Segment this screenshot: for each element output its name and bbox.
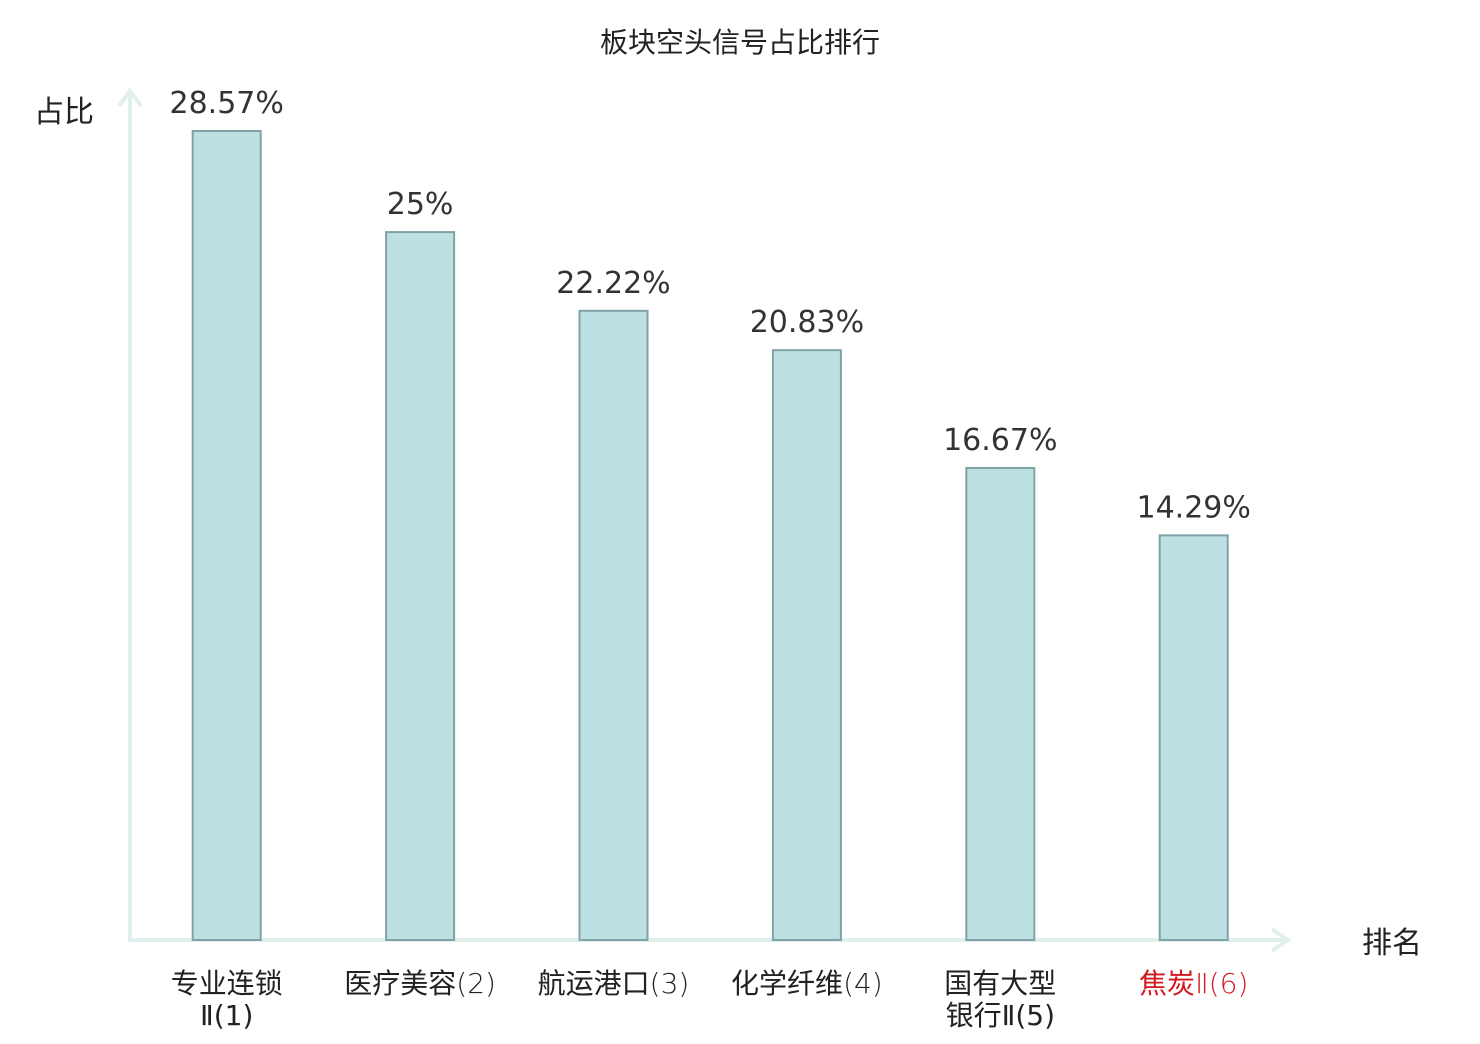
x-tick-label: 焦炭Ⅱ(6) — [1139, 967, 1248, 1000]
x-tick-label: 航运港口(3) — [538, 967, 690, 1000]
x-axis-arrow — [1270, 927, 1292, 953]
bar — [385, 231, 456, 941]
bar-value-label: 25% — [387, 187, 454, 222]
bar-value-label: 22.22% — [556, 266, 670, 301]
x-tick-label: 专业连锁 — [171, 967, 283, 1000]
x-tick-label-line2: Ⅱ(1) — [200, 999, 253, 1032]
x-tick-label: 国有大型 — [944, 967, 1056, 1000]
y-axis-label: 占比 — [34, 95, 94, 130]
bar — [1158, 534, 1229, 941]
bar-value-label: 14.29% — [1137, 490, 1251, 525]
bar-value-label: 28.57% — [170, 86, 284, 121]
x-tick-label: 化学纤维(4) — [731, 967, 883, 1000]
bar — [578, 309, 649, 941]
bar — [771, 349, 842, 941]
x-tick-label: 医疗美容(2) — [344, 967, 496, 1000]
bar — [965, 466, 1036, 941]
bar-value-label: 16.67% — [943, 423, 1057, 458]
axes: 占比 排名 — [34, 87, 1422, 961]
chart-title: 板块空头信号占比排行 — [600, 26, 880, 59]
bars-group — [191, 130, 1229, 941]
x-tick-label-line2: 银行Ⅱ(5) — [946, 999, 1055, 1032]
bar — [191, 130, 262, 941]
x-axis-label: 排名 — [1362, 926, 1422, 961]
bar-value-label: 20.83% — [750, 305, 864, 340]
value-labels-group: 28.57% 25% 22.22% 20.83% 16.67% 14.29% — [170, 86, 1251, 525]
y-axis-arrow — [117, 87, 143, 108]
